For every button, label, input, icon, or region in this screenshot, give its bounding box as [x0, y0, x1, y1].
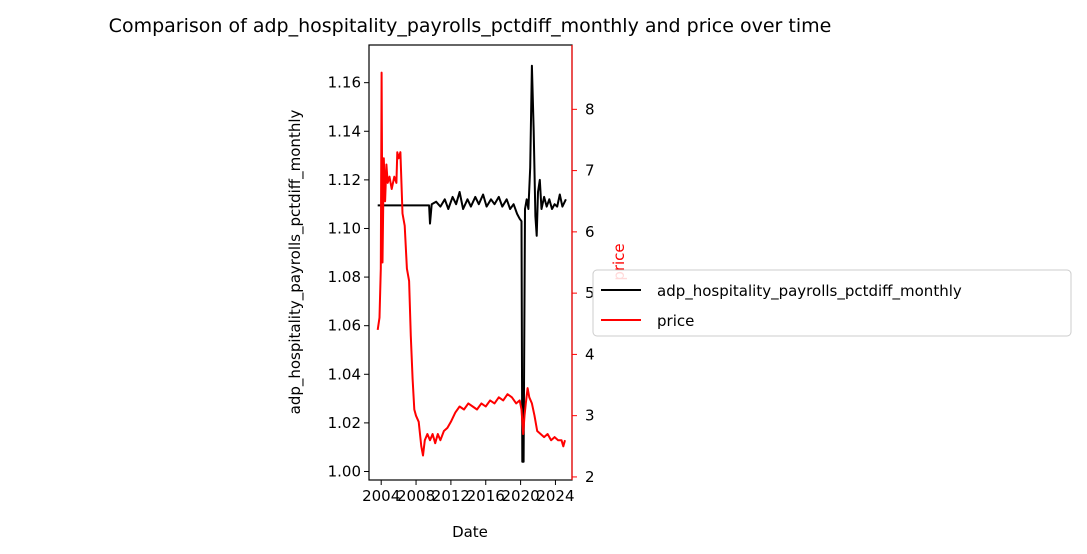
left-tick-label: 1.02 [328, 414, 361, 432]
x-tick-label: 2012 [432, 487, 470, 505]
left-tick-label: 1.08 [328, 268, 361, 286]
x-tick-label: 2024 [536, 487, 574, 505]
right-tick-label: 7 [585, 162, 595, 180]
right-axis-ticks: 2 3 4 5 6 7 8 [572, 100, 595, 486]
right-tick-label: 2 [585, 468, 595, 486]
left-tick-label: 1.04 [328, 365, 361, 383]
chart-title: Comparison of adp_hospitality_payrolls_p… [109, 15, 832, 37]
left-tick-label: 1.10 [328, 219, 361, 237]
x-tick-label: 2016 [467, 487, 505, 505]
left-axis-label: adp_hospitality_payrolls_pctdiff_monthly [286, 110, 305, 415]
left-tick-label: 1.00 [328, 462, 361, 480]
left-axis-ticks: 1.00 1.02 1.04 1.06 1.08 1.10 1.12 1.14 1.16 [328, 74, 369, 480]
right-tick-label: 5 [585, 284, 595, 302]
right-tick-label: 4 [585, 345, 595, 363]
series-layer [376, 64, 567, 463]
legend-box [592, 269, 1072, 337]
left-tick-label: 1.12 [328, 171, 361, 189]
x-axis-label: Date [452, 523, 488, 541]
left-tick-label: 1.06 [328, 317, 361, 335]
legend-label-payrolls: adp_hospitality_payrolls_pctdiff_monthly [657, 282, 962, 301]
series-line-payrolls [377, 64, 567, 463]
legend-label-price: price [657, 312, 694, 330]
right-tick-label: 6 [585, 223, 595, 241]
x-tick-label: 2004 [362, 487, 400, 505]
legend: adp_hospitality_payrolls_pctdiff_monthly… [592, 269, 1072, 337]
plot-frame [368, 44, 573, 481]
left-tick-label: 1.14 [328, 122, 361, 140]
left-tick-label: 1.16 [328, 74, 361, 92]
right-tick-label: 3 [585, 407, 595, 425]
x-tick-label: 2020 [502, 487, 540, 505]
x-tick-label: 2008 [397, 487, 435, 505]
series-line-price [376, 71, 566, 457]
right-tick-label: 8 [585, 100, 595, 118]
